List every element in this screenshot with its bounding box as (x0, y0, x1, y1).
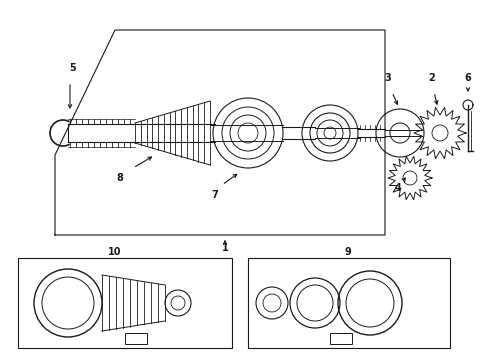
Text: 3: 3 (385, 73, 392, 83)
Text: 9: 9 (344, 247, 351, 257)
Bar (18, 258, 232, 348)
Text: 7: 7 (212, 190, 219, 200)
Text: 1: 1 (221, 243, 228, 253)
Bar (125, 333, 147, 344)
Text: 10: 10 (108, 247, 122, 257)
Text: 5: 5 (70, 63, 76, 73)
Text: 2: 2 (429, 73, 436, 83)
Text: 8: 8 (117, 173, 123, 183)
Text: 4: 4 (394, 183, 401, 193)
Bar (248, 258, 450, 348)
Bar (330, 333, 352, 344)
Text: 6: 6 (465, 73, 471, 83)
